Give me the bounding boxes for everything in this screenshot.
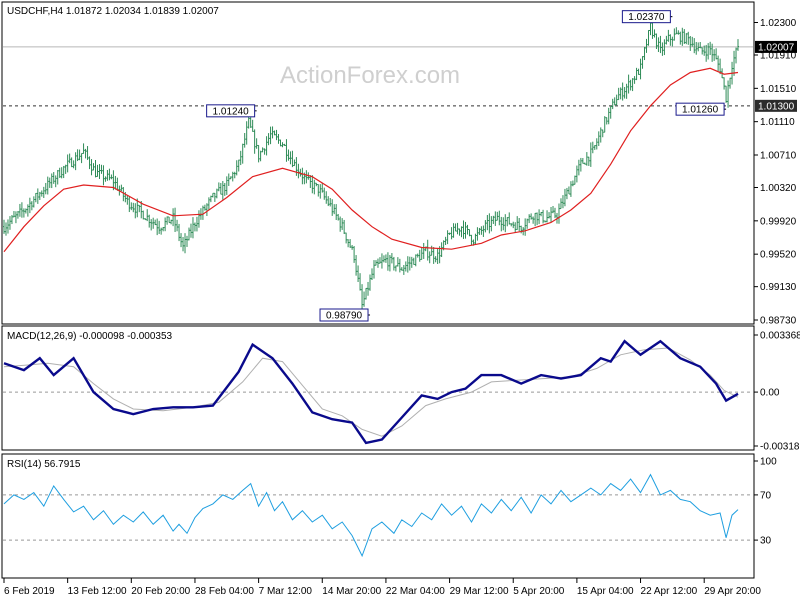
rsi-axis: 100 70 30 — [3, 457, 777, 547]
price-candles — [3, 16, 740, 312]
price-tick-label: 1.01110 — [760, 117, 795, 128]
price-tick-label: 0.98730 — [760, 316, 797, 327]
macd-line — [3, 339, 739, 445]
time-tick-label: 15 Apr 04:00 — [577, 586, 634, 597]
price-tag-box — [755, 40, 797, 53]
annotation-label: 1.02370 — [628, 12, 665, 23]
price-axis: 1.02300 1.01910 1.01510 1.01110 1.00710 1.003… — [754, 18, 797, 327]
price-tick-label: 1.01510 — [760, 84, 797, 95]
moving-average-line — [3, 67, 739, 253]
macd-panel-frame — [1, 325, 755, 451]
price-tick-label: 1.00320 — [760, 183, 797, 194]
time-axis: 6 Feb 2019 13 Feb 12:00 20 Feb 20:00 28 Feb… — [3, 578, 761, 597]
time-tick-label: 29 Mar 12:00 — [450, 586, 509, 597]
time-tick-label: 14 Mar 20:00 — [322, 586, 381, 597]
symbol-header: USDCHF,H4 1.01872 1.02034 1.01839 1.0200… — [7, 6, 219, 17]
price-tick-label: 1.01910 — [760, 51, 797, 62]
macd-tick-label: -0.003181 — [760, 442, 800, 453]
time-tick-label: 6 Feb 2019 — [4, 586, 55, 597]
annotation-box — [621, 10, 671, 24]
annotation-label: 1.01240 — [213, 106, 250, 117]
annotation-label: 0.98790 — [326, 311, 363, 322]
price-tags: 1.02007 1.01300 — [755, 40, 797, 112]
price-panel-frame — [1, 1, 755, 325]
macd-signal-line — [3, 347, 739, 437]
annotation-box — [319, 308, 369, 322]
time-tick-label: 29 Apr 20:00 — [704, 586, 761, 597]
macd-tick-label: 0.003368 — [760, 331, 800, 342]
annotation-label: 1.01260 — [682, 105, 719, 116]
price-tag-label: 1.02007 — [758, 42, 795, 53]
macd-panel: MACD(12,26,9) -0.000098 -0.000353 0.0033… — [1, 325, 800, 453]
rsi-tick-label: 30 — [760, 536, 772, 547]
rsi-tick-label: 100 — [760, 457, 777, 468]
annotation-box — [675, 102, 725, 116]
price-level-lines — [3, 46, 753, 107]
rsi-panel: RSI(14) 56.7915 100 70 30 — [1, 453, 777, 579]
price-tick-label: 0.99130 — [760, 282, 797, 293]
price-tag-box — [755, 99, 797, 112]
price-annotations: 1.01240 0.98790 1.02370 1.01260 — [206, 10, 727, 322]
price-tick-label: 0.99520 — [760, 250, 797, 261]
price-panel: ActionForex.com USDCHF,H4 1.01872 1.0203… — [1, 1, 797, 327]
price-tick-label: 1.02300 — [760, 18, 797, 29]
macd-axis: 0.003368 0.00 -0.003181 — [3, 331, 800, 453]
rsi-title: RSI(14) 56.7915 — [7, 459, 81, 470]
rsi-panel-frame — [1, 453, 755, 579]
rsi-line — [3, 473, 739, 558]
time-tick-label: 22 Apr 12:00 — [641, 586, 698, 597]
macd-title: MACD(12,26,9) -0.000098 -0.000353 — [7, 331, 173, 342]
time-tick-label: 7 Mar 12:00 — [259, 586, 313, 597]
time-tick-label: 28 Feb 04:00 — [195, 586, 254, 597]
macd-tick-label: 0.00 — [760, 388, 780, 399]
price-tag-label: 1.01300 — [758, 101, 795, 112]
time-tick-label: 20 Feb 20:00 — [131, 586, 190, 597]
rsi-tick-label: 70 — [760, 490, 772, 501]
price-tick-label: 1.00710 — [760, 151, 797, 162]
time-tick-label: 22 Mar 04:00 — [386, 586, 445, 597]
price-tick-label: 0.99920 — [760, 216, 797, 227]
annotation-box — [206, 104, 256, 118]
time-tick-label: 13 Feb 12:00 — [68, 586, 127, 597]
time-tick-label: 5 Apr 20:00 — [513, 586, 565, 597]
watermark: ActionForex.com — [280, 62, 460, 89]
